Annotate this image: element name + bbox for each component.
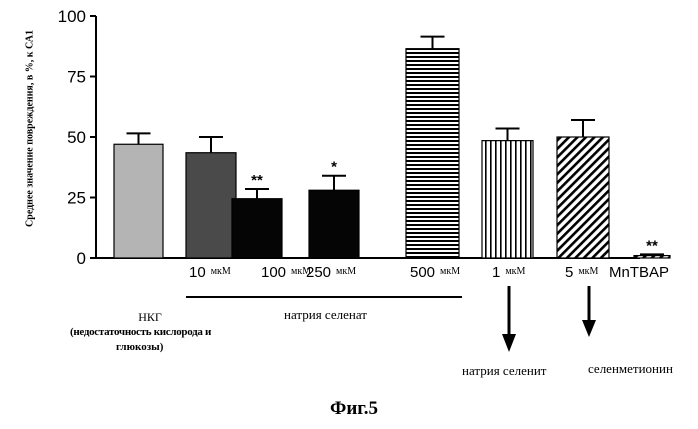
control-label-line2: (недостаточность кислорода и <box>70 326 211 338</box>
bar-4 <box>309 190 359 258</box>
control-label-line1: НКГ <box>120 310 180 325</box>
selenomethionine-label: селенметионин <box>588 361 673 377</box>
category-label: 500мкМ <box>410 264 460 281</box>
category-label: 1мкМ <box>492 264 526 281</box>
y-axis-title-text: Среднее значение повреждения, в %, к СА1 <box>25 19 36 239</box>
bars: 10мкМ ** 100мкМ * 250мкМ 500мкМ 1мкМ 5мкМ ** MnTB… <box>114 37 670 281</box>
bar-3 <box>232 199 282 258</box>
bar-7 <box>557 137 609 258</box>
figure-caption: Фиг.5 <box>330 398 378 420</box>
category-label: MnTBAP <box>609 264 669 281</box>
category-label: 250мкМ <box>306 264 356 281</box>
bar-1 <box>114 144 163 258</box>
y-tick-label: 25 <box>67 189 86 208</box>
bar-6 <box>482 141 533 258</box>
y-tick-label: 100 <box>58 7 86 26</box>
bar-8 <box>634 256 670 258</box>
y-ticks: 0 25 50 75 100 <box>58 7 96 268</box>
y-tick-label: 0 <box>77 249 86 268</box>
y-tick-label: 50 <box>67 128 86 147</box>
selenite-arrow <box>502 286 516 352</box>
bar-2 <box>186 153 236 258</box>
significance-mark: ** <box>251 172 263 189</box>
significance-mark: * <box>331 159 337 176</box>
bar-5 <box>406 49 459 258</box>
y-tick-label: 75 <box>67 68 86 87</box>
selenite-label: натрия селенит <box>462 363 546 379</box>
control-label-line3: глюкозы) <box>116 341 163 353</box>
category-label: 100мкМ <box>261 264 311 281</box>
selenate-label: натрия селенат <box>284 307 367 323</box>
category-label: 5мкМ <box>565 264 599 281</box>
category-label: 10мкМ <box>189 264 231 281</box>
significance-mark: ** <box>646 237 658 254</box>
selenomethionine-arrow <box>582 286 596 337</box>
